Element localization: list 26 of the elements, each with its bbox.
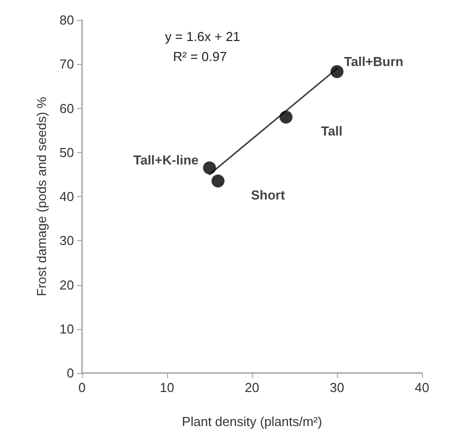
point bbox=[212, 174, 224, 188]
y-tick-label: 0 bbox=[66, 366, 74, 380]
annotation: y = 1.6x + 21 bbox=[165, 29, 240, 44]
annotation: Short bbox=[251, 188, 286, 203]
y-tick-label: 80 bbox=[60, 12, 74, 28]
x-tick-label: 30 bbox=[330, 380, 344, 395]
annotation: R² = 0.97 bbox=[173, 49, 227, 64]
x-axis-title: Plant density (plants/m²) bbox=[182, 414, 322, 429]
y-tick-label: 30 bbox=[60, 233, 74, 248]
y-tick-label: 50 bbox=[60, 144, 74, 160]
y-tick-label: 70 bbox=[60, 56, 74, 72]
y-tick-label: 10 bbox=[60, 321, 74, 336]
point bbox=[280, 110, 292, 124]
annotation: Tall bbox=[321, 124, 342, 139]
annotation: Tall+Burn bbox=[344, 54, 404, 70]
y-tick-label: 60 bbox=[60, 100, 74, 116]
y-tick-label: 40 bbox=[60, 189, 74, 204]
x-tick-label: 40 bbox=[414, 380, 430, 395]
x-tick-label: 0 bbox=[78, 380, 86, 395]
point bbox=[203, 161, 216, 174]
x-tick-label: 20 bbox=[244, 380, 260, 395]
x-tick-label: 10 bbox=[160, 380, 174, 395]
y-tick-label: 20 bbox=[60, 277, 74, 292]
point bbox=[330, 65, 344, 78]
annotation: Tall+K-line bbox=[133, 152, 198, 168]
y-axis-title: Frost damage (pods and seeds) % bbox=[34, 96, 49, 296]
